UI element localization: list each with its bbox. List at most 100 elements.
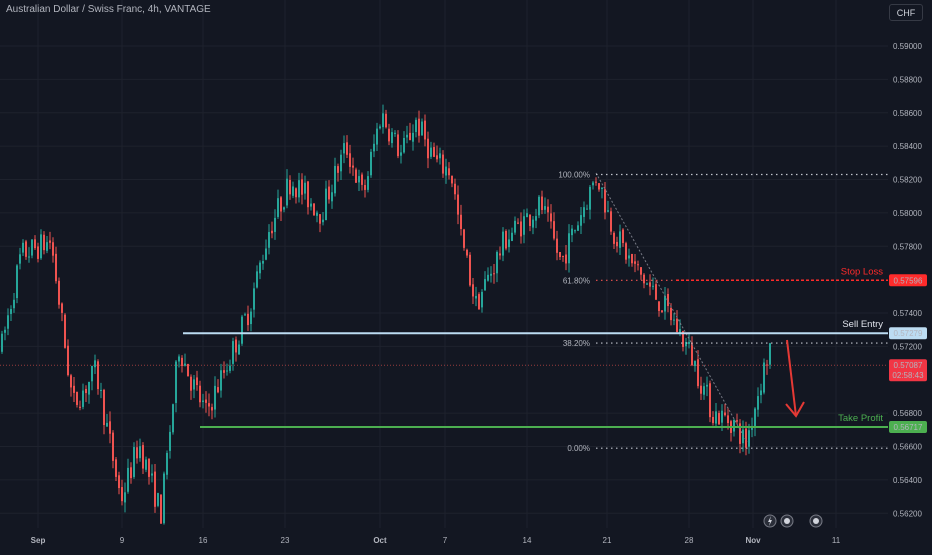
- candle-body: [154, 471, 156, 507]
- price-tick-label: 0.56800: [893, 409, 922, 418]
- time-tick-label: 11: [832, 536, 841, 545]
- candle-body: [169, 431, 171, 451]
- candle-body: [472, 284, 474, 297]
- trade-levels[interactable]: Stop Loss Sell Entry Take Profit: [0, 266, 888, 428]
- candle-body: [613, 232, 615, 244]
- candle-body: [460, 214, 462, 230]
- candle-body: [196, 377, 198, 386]
- candle-body: [79, 406, 81, 408]
- candle-body: [625, 243, 627, 260]
- time-tick-label: 14: [523, 536, 532, 545]
- candle-body: [259, 262, 261, 274]
- candle-body: [559, 252, 561, 258]
- candle-body: [607, 210, 609, 212]
- candle-body: [265, 248, 267, 260]
- time-tick-label: 21: [603, 536, 612, 545]
- candle-body: [295, 188, 297, 198]
- candle-body: [256, 271, 258, 288]
- candle-body: [508, 239, 510, 248]
- candle-body: [463, 229, 465, 248]
- candle-body: [286, 178, 288, 206]
- candle-body: [520, 221, 522, 237]
- candle-body: [535, 216, 537, 221]
- candle-body: [160, 494, 162, 524]
- candle-body: [247, 313, 249, 326]
- candle-body: [139, 446, 141, 459]
- candle-body: [610, 211, 612, 232]
- candle-body: [13, 299, 15, 309]
- candle-body: [274, 217, 276, 232]
- candle-body: [646, 283, 648, 285]
- lightning-icon: [768, 516, 772, 526]
- candle-body: [700, 385, 702, 394]
- candle-body: [190, 376, 192, 391]
- candle-body: [382, 113, 384, 128]
- candle-body: [202, 400, 204, 402]
- candle-body: [364, 185, 366, 190]
- time-tick-label: 9: [120, 536, 125, 545]
- candle-body: [550, 213, 552, 222]
- candle-body: [769, 343, 771, 365]
- candle-body: [457, 194, 459, 215]
- time-tick-label: 23: [281, 536, 290, 545]
- currency-button[interactable]: CHF: [889, 4, 923, 21]
- candle-body: [385, 113, 387, 128]
- candle-body: [4, 329, 6, 333]
- candle-body: [61, 303, 63, 313]
- candle-body: [643, 274, 645, 284]
- candle-body: [565, 254, 567, 264]
- candle-body: [541, 196, 543, 211]
- stop-loss-price: 0.57596: [894, 276, 923, 285]
- candle-body: [451, 175, 453, 184]
- candle-body: [709, 383, 711, 418]
- candle-body: [1, 333, 3, 352]
- candle-body: [46, 242, 48, 251]
- sell-entry-badge: [889, 327, 927, 340]
- candle-body: [469, 254, 471, 286]
- candle-body: [577, 225, 579, 231]
- candle-body: [283, 207, 285, 210]
- candle-body: [592, 182, 594, 186]
- price-tick-label: 0.58400: [893, 142, 922, 151]
- candle-body: [55, 253, 57, 282]
- candle-body: [334, 165, 336, 194]
- candle-body: [496, 252, 498, 274]
- price-axis[interactable]: 0.59000 0.58800 0.58600 0.58400 0.58200 0.580…: [889, 42, 927, 518]
- fib-level-label: 0.00%: [567, 444, 590, 453]
- candle-body: [346, 142, 348, 155]
- flag-icon: [813, 518, 819, 524]
- candle-body: [82, 390, 84, 407]
- candle-body: [208, 403, 210, 407]
- candle-body: [85, 388, 87, 393]
- candle-body: [298, 180, 300, 198]
- candle-body: [715, 411, 717, 424]
- candle-body: [40, 234, 42, 259]
- candle-body: [553, 221, 555, 239]
- price-tick-label: 0.58200: [893, 176, 922, 185]
- candle-body: [25, 241, 27, 257]
- candle-body: [178, 356, 180, 362]
- candle-body: [619, 231, 621, 248]
- candle-body: [448, 168, 450, 176]
- price-tick-label: 0.58600: [893, 109, 922, 118]
- candle-body: [373, 143, 375, 152]
- take-profit-price: 0.56717: [894, 423, 923, 432]
- candle-body: [115, 459, 117, 477]
- price-tick-label: 0.56200: [893, 509, 922, 518]
- candle-body: [502, 231, 504, 256]
- event-icons[interactable]: [763, 514, 823, 528]
- candle-body: [712, 416, 714, 424]
- candle-body: [292, 186, 294, 196]
- fib-level-label: 61.80%: [563, 276, 590, 285]
- price-tick-label: 0.56400: [893, 476, 922, 485]
- candle-body: [262, 260, 264, 264]
- candle-body: [199, 385, 201, 403]
- time-axis[interactable]: Sep 9 16 23 Oct 7 14 21 28 Nov 11: [31, 536, 841, 545]
- price-tick-label: 0.59000: [893, 42, 922, 51]
- candle-body: [538, 196, 540, 216]
- candle-body: [7, 315, 9, 329]
- candle-body: [664, 295, 666, 312]
